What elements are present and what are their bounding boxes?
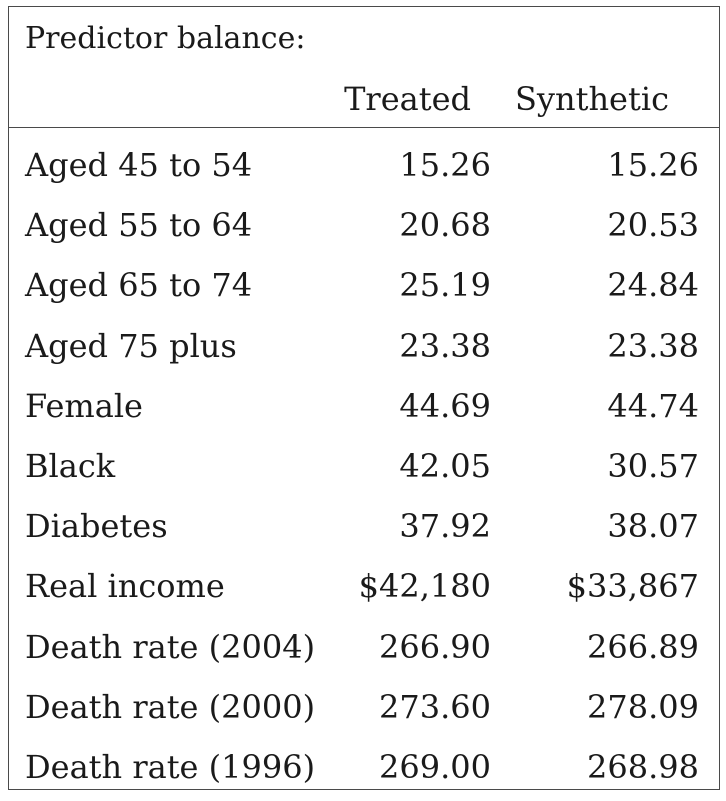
treated-value: 23.38 bbox=[399, 326, 491, 365]
table-row: Aged 65 to 74 25.19 24.84 bbox=[9, 259, 719, 319]
table-caption: Predictor balance: bbox=[25, 21, 306, 56]
synthetic-value: $33,867 bbox=[566, 567, 699, 606]
table-row: Diabetes 37.92 38.07 bbox=[9, 500, 719, 560]
treated-value: 273.60 bbox=[379, 687, 491, 726]
synthetic-value: 24.84 bbox=[607, 266, 699, 305]
treated-value: 269.00 bbox=[379, 747, 491, 786]
row-label: Death rate (2004) bbox=[25, 627, 316, 666]
table-header-row: Treated Synthetic bbox=[9, 79, 719, 119]
column-header-treated: Treated bbox=[344, 80, 471, 118]
table-body: Aged 45 to 54 15.26 15.26 Aged 55 to 64 … bbox=[9, 139, 719, 801]
treated-value: $42,180 bbox=[358, 567, 491, 606]
row-label: Black bbox=[25, 446, 116, 485]
synthetic-value: 278.09 bbox=[587, 687, 699, 726]
row-label: Aged 65 to 74 bbox=[25, 266, 253, 305]
table-row: Death rate (2004) 266.90 266.89 bbox=[9, 621, 719, 681]
treated-value: 15.26 bbox=[399, 146, 491, 184]
synthetic-value: 266.89 bbox=[587, 627, 699, 666]
treated-value: 37.92 bbox=[399, 507, 491, 546]
predictor-balance-table: Predictor balance: Treated Synthetic Age… bbox=[8, 6, 720, 790]
synthetic-value: 268.98 bbox=[587, 747, 699, 786]
row-label: Death rate (2000) bbox=[25, 687, 316, 726]
row-label: Diabetes bbox=[25, 507, 168, 546]
table-row: Black 42.05 30.57 bbox=[9, 440, 719, 500]
synthetic-value: 15.26 bbox=[607, 146, 699, 184]
treated-value: 20.68 bbox=[399, 206, 491, 245]
synthetic-value: 38.07 bbox=[607, 507, 699, 546]
treated-value: 44.69 bbox=[399, 386, 491, 425]
treated-value: 42.05 bbox=[399, 446, 491, 485]
synthetic-value: 30.57 bbox=[607, 446, 699, 485]
treated-value: 25.19 bbox=[399, 266, 491, 305]
table-row: Death rate (2000) 273.60 278.09 bbox=[9, 681, 719, 741]
table-row: Aged 55 to 64 20.68 20.53 bbox=[9, 199, 719, 259]
table-row: Female 44.69 44.74 bbox=[9, 380, 719, 440]
table-row: Aged 75 plus 23.38 23.38 bbox=[9, 320, 719, 380]
table-row: Death rate (1996) 269.00 268.98 bbox=[9, 741, 719, 801]
treated-value: 266.90 bbox=[379, 627, 491, 666]
row-label: Aged 75 plus bbox=[25, 326, 237, 365]
synthetic-value: 20.53 bbox=[607, 206, 699, 245]
row-label: Aged 45 to 54 bbox=[25, 146, 253, 184]
synthetic-value: 44.74 bbox=[607, 386, 699, 425]
column-header-synthetic: Synthetic bbox=[514, 80, 669, 118]
row-label: Real income bbox=[25, 567, 225, 606]
table-row: Real income $42,180 $33,867 bbox=[9, 560, 719, 620]
synthetic-value: 23.38 bbox=[607, 326, 699, 365]
row-label: Aged 55 to 64 bbox=[25, 206, 253, 245]
table-row: Aged 45 to 54 15.26 15.26 bbox=[9, 139, 719, 199]
row-label: Female bbox=[25, 386, 143, 425]
header-divider bbox=[9, 127, 719, 128]
row-label: Death rate (1996) bbox=[25, 747, 316, 786]
